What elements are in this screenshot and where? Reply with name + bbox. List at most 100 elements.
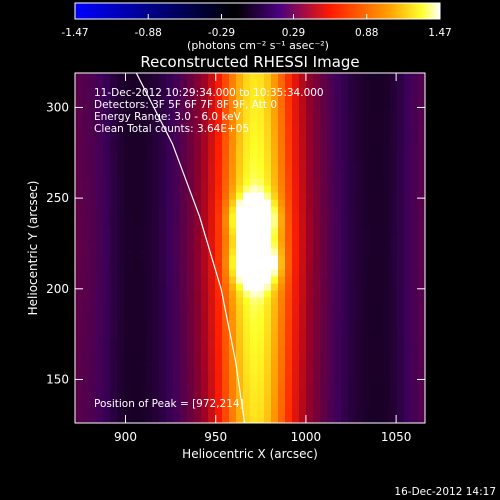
heatmap-cell [145,283,153,291]
heatmap-cell [250,416,258,423]
heatmap-cell [229,171,237,179]
heatmap-cell [418,136,425,144]
heatmap-cell [306,325,314,333]
heatmap-cell [75,248,83,256]
heatmap-cell [187,143,195,151]
heatmap-cell [201,402,209,410]
heatmap-cell [418,213,425,221]
heatmap-cell [110,290,118,298]
heatmap-cell [138,381,146,389]
heatmap-cell [173,213,181,221]
heatmap-cell [271,395,279,403]
heatmap-cell [243,269,251,277]
heatmap-cell [138,402,146,410]
heatmap-cell [369,297,377,305]
heatmap-cell [250,199,258,207]
heatmap-cell [145,73,153,81]
heatmap-cell [96,220,104,228]
heatmap-cell [250,164,258,172]
heatmap-cell [341,395,349,403]
heatmap-cell [215,409,223,417]
heatmap-cell [383,353,391,361]
heatmap-cell [264,248,272,256]
heatmap-cell [124,178,132,186]
heatmap-cell [278,416,286,423]
heatmap-cell [362,262,370,270]
heatmap-cell [362,199,370,207]
heatmap-cell [138,367,146,375]
heatmap-cell [418,199,425,207]
heatmap-cell [250,122,258,130]
chart-title: Reconstructed RHESSI Image [140,53,359,71]
heatmap-cell [292,227,300,235]
heatmap-cell [243,388,251,396]
heatmap-cell [96,374,104,382]
heatmap-cell [369,283,377,291]
heatmap-cell [250,206,258,214]
heatmap-cell [194,94,202,102]
heatmap-cell [320,241,328,249]
heatmap-cell [299,157,307,165]
heatmap-cell [159,248,167,256]
heatmap-cell [159,164,167,172]
heatmap-cell [152,115,160,123]
heatmap-cell [397,171,405,179]
heatmap-cell [292,164,300,172]
heatmap-cell [138,241,146,249]
heatmap-cell [131,101,139,109]
heatmap-cell [215,311,223,319]
heatmap-cell [145,192,153,200]
heatmap-cell [348,150,356,158]
heatmap-cell [201,213,209,221]
heatmap-cell [89,353,97,361]
heatmap-cell [355,241,363,249]
heatmap-cell [138,234,146,242]
heatmap-cell [166,367,174,375]
heatmap-cell [383,325,391,333]
heatmap-cell [131,227,139,235]
heatmap-cell [194,381,202,389]
heatmap-cell [348,171,356,179]
heatmap-cell [236,164,244,172]
heatmap-cell [411,171,419,179]
heatmap-cell [180,381,188,389]
heatmap-cell [138,360,146,368]
heatmap-cell [418,206,425,214]
heatmap-cell [96,290,104,298]
heatmap-cell [376,206,384,214]
heatmap-cell [222,213,230,221]
colorbar-tick-label: -0.88 [135,27,162,39]
heatmap-cell [117,220,125,228]
heatmap-cell [299,255,307,263]
heatmap-cell [75,178,83,186]
heatmap-cell [313,248,321,256]
heatmap-cell [278,87,286,95]
heatmap-cell [271,346,279,354]
heatmap-cell [278,276,286,284]
heatmap-cell [390,129,398,137]
heatmap-cell [404,339,412,347]
heatmap-cell [264,80,272,88]
heatmap-cell [215,325,223,333]
heatmap-cell [222,143,230,151]
heatmap-cell [278,269,286,277]
heatmap-cell [117,143,125,151]
heatmap-cell [348,409,356,417]
heatmap-cell [229,185,237,193]
heatmap-cell [348,143,356,151]
heatmap-cell [320,381,328,389]
heatmap-cell [362,395,370,403]
heatmap-cell [306,339,314,347]
heatmap-cell [362,269,370,277]
heatmap-cell [124,409,132,417]
heatmap-cell [124,241,132,249]
heatmap-cell [180,185,188,193]
heatmap-cell [117,290,125,298]
heatmap-cell [180,73,188,81]
heatmap-cell [103,136,111,144]
heatmap-cell [194,290,202,298]
heatmap-cell [250,402,258,410]
heatmap-cell [215,157,223,165]
heatmap-cell [313,136,321,144]
heatmap-cell [299,129,307,137]
